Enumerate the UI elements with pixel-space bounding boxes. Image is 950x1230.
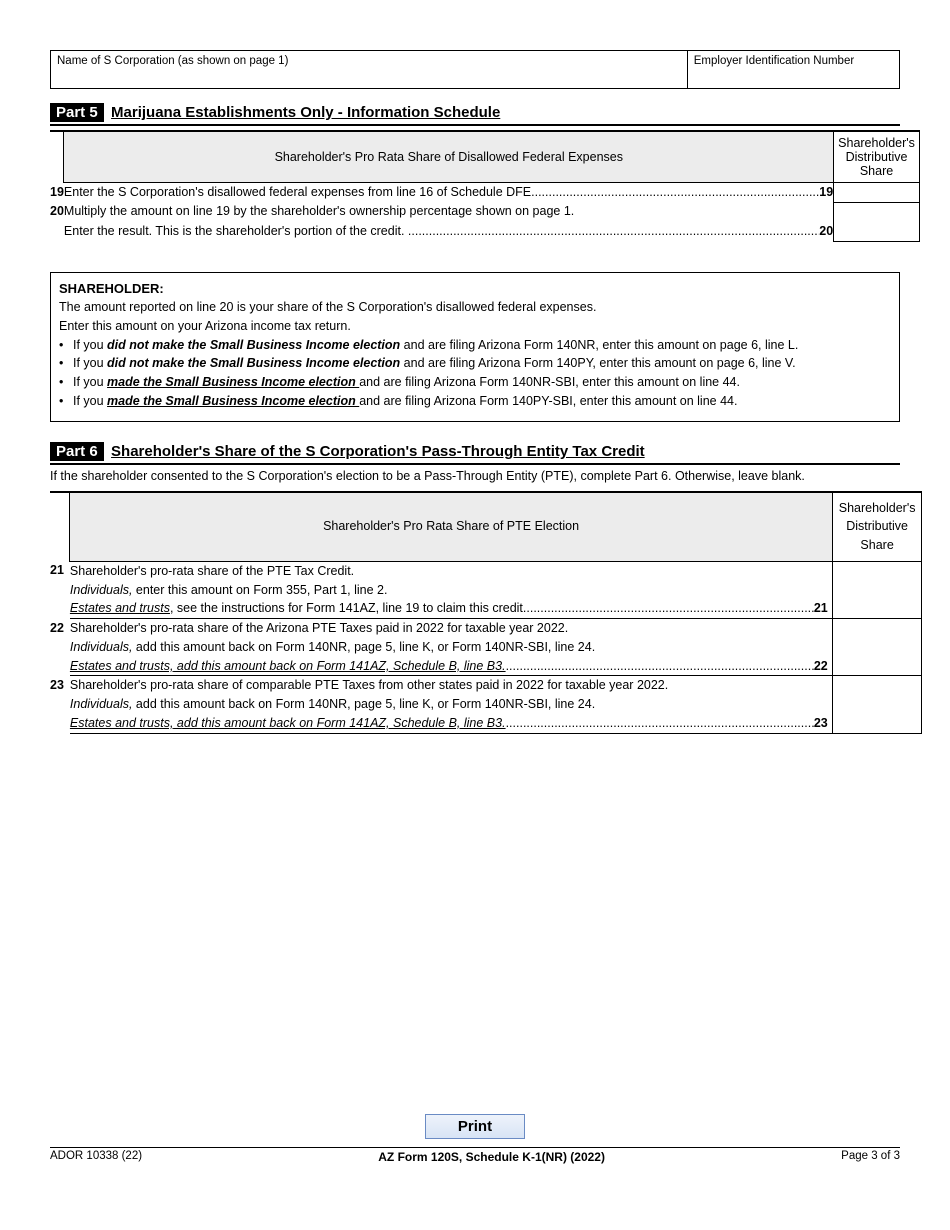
footer-right: Page 3 of 3 (841, 1150, 900, 1164)
shareholder-bullet-3: • If you made the Small Business Income … (59, 373, 891, 392)
shareholder-instructions-box: SHAREHOLDER: The amount reported on line… (50, 272, 900, 422)
line-20-amount[interactable] (834, 222, 920, 241)
line-22-r1: Shareholder's pro-rata share of the Ariz… (70, 619, 814, 638)
corp-name-cell[interactable]: Name of S Corporation (as shown on page … (51, 51, 688, 89)
line-23-amount[interactable] (832, 714, 922, 733)
footer-left: ADOR 10338 (22) (50, 1150, 142, 1164)
part5-title: Marijuana Establishments Only - Informat… (111, 104, 500, 121)
line-20-text1: Multiply the amount on line 19 by the sh… (64, 202, 819, 221)
page-footer: ADOR 10338 (22) AZ Form 120S, Schedule K… (50, 1148, 900, 1164)
line-21-amount[interactable] (832, 599, 922, 618)
part5-col-right-header: Shareholder's Distributive Share (834, 131, 920, 183)
part5-badge: Part 5 (50, 103, 104, 122)
line-22-amount[interactable] (832, 657, 922, 676)
shareholder-bullet-2: • If you did not make the Small Business… (59, 354, 891, 373)
ein-cell[interactable]: Employer Identification Number (687, 51, 899, 89)
line-19-text: Enter the S Corporation's disallowed fed… (64, 183, 538, 202)
line-23-label: 23 (814, 714, 832, 733)
line-19-amount[interactable] (834, 183, 920, 203)
line-19-label: 19 (819, 183, 833, 203)
part5-col-left-header: Shareholder's Pro Rata Share of Disallow… (64, 131, 834, 183)
print-button[interactable]: Print (425, 1114, 525, 1139)
line-21-label: 21 (814, 599, 832, 618)
line-23-r1: Shareholder's pro-rata share of comparab… (70, 676, 814, 695)
shareholder-line2: Enter this amount on your Arizona income… (59, 317, 891, 336)
part6-badge: Part 6 (50, 442, 104, 461)
part6-table: Shareholder's Pro Rata Share of PTE Elec… (50, 491, 922, 734)
part6-subtext: If the shareholder consented to the S Co… (50, 469, 900, 483)
line-21-r1: Shareholder's pro-rata share of the PTE … (70, 561, 814, 580)
shareholder-title: SHAREHOLDER: (59, 279, 891, 299)
part5-table: Shareholder's Pro Rata Share of Disallow… (50, 130, 920, 242)
line-22-num: 22 (50, 619, 70, 638)
footer-center: AZ Form 120S, Schedule K-1(NR) (2022) (378, 1150, 605, 1164)
line-22-label: 22 (814, 657, 832, 676)
part6-col-right-header: Shareholder's Distributive Share (832, 492, 922, 562)
corp-name-label: Name of S Corporation (as shown on page … (57, 55, 288, 67)
shareholder-line1: The amount reported on line 20 is your s… (59, 298, 891, 317)
part6-title: Shareholder's Share of the S Corporation… (111, 443, 645, 460)
ein-label: Employer Identification Number (694, 55, 854, 67)
line-20-label: 20 (819, 222, 833, 241)
part6-header: Part 6 Shareholder's Share of the S Corp… (50, 442, 900, 465)
line-19-num: 19 (50, 183, 64, 203)
part5-header: Part 5 Marijuana Establishments Only - I… (50, 103, 900, 126)
line-20-num: 20 (50, 202, 64, 221)
shareholder-bullet-4: • If you made the Small Business Income … (59, 392, 891, 411)
line-23-num: 23 (50, 676, 70, 695)
identification-header: Name of S Corporation (as shown on page … (50, 50, 900, 89)
line-21-num: 21 (50, 561, 70, 580)
line-20-text2: Enter the result. This is the shareholde… (64, 222, 411, 241)
shareholder-bullet-1: • If you did not make the Small Business… (59, 336, 891, 355)
part6-col-left-header: Shareholder's Pro Rata Share of PTE Elec… (70, 492, 832, 562)
